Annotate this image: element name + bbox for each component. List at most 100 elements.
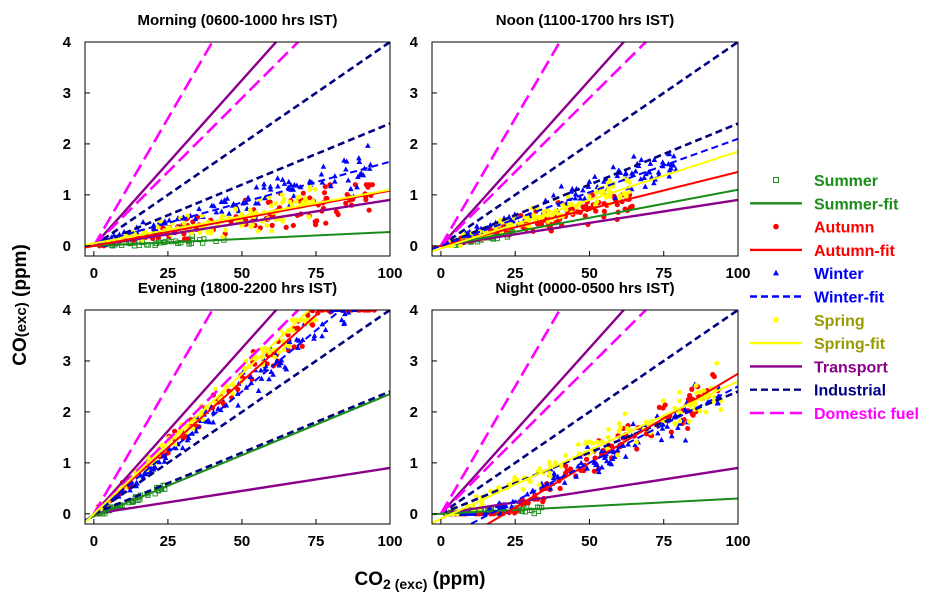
point-spring (595, 439, 601, 445)
point-winter (544, 480, 551, 486)
legend-marker (773, 317, 779, 323)
point-summer (213, 238, 219, 244)
panel-frame (84, 41, 391, 257)
reference-line-industrial (440, 42, 738, 247)
reference-line-industrial (440, 122, 738, 248)
point-winter (603, 458, 610, 464)
x-tick-label: 25 (160, 533, 177, 550)
point-winter (366, 165, 373, 171)
point-autumn (300, 190, 306, 196)
point-winter (328, 183, 334, 189)
legend-label: Industrial (814, 383, 886, 400)
point-winter (586, 178, 593, 184)
point-spring (313, 317, 318, 323)
point-spring (627, 180, 632, 185)
point-spring (676, 389, 682, 395)
plot-area (85, 310, 390, 523)
point-winter (141, 470, 148, 476)
point-autumn (593, 208, 599, 214)
legend-label: Spring (814, 313, 865, 330)
y-tick-label: 3 (410, 85, 418, 102)
point-spring (223, 227, 228, 233)
point-spring (536, 482, 542, 488)
point-autumn (305, 312, 311, 318)
point-winter (668, 433, 675, 439)
y-tick-label: 0 (410, 238, 418, 255)
point-spring (290, 328, 296, 334)
point-winter (632, 441, 638, 448)
legend-item-domestic-fuel: Domestic fuel (750, 406, 919, 423)
reference-line-industrial (440, 310, 738, 515)
point-autumn (685, 396, 692, 403)
y-tick-label: 3 (63, 353, 71, 370)
point-winter (487, 222, 494, 228)
point-spring (306, 214, 312, 220)
point-autumn (367, 310, 373, 313)
point-winter (547, 485, 554, 491)
point-spring (458, 243, 463, 249)
point-winter (218, 208, 225, 214)
point-winter (290, 192, 297, 199)
y-tick-label: 2 (410, 136, 418, 153)
point-spring (616, 421, 622, 426)
point-winter (140, 474, 147, 480)
point-autumn (689, 386, 695, 392)
plot-area (432, 310, 738, 524)
point-winter (161, 458, 168, 464)
point-autumn (662, 402, 668, 408)
reference-line-domestic-fuel (92, 42, 214, 247)
point-autumn (321, 190, 328, 196)
point-autumn (183, 433, 189, 439)
point-winter (255, 387, 262, 393)
panel-frame (431, 41, 739, 257)
y-axis-label: CO(exc) (ppm) (10, 244, 31, 366)
point-autumn (283, 224, 289, 230)
reference-line-transport (440, 310, 626, 515)
point-winter (193, 428, 199, 434)
point-winter (581, 195, 588, 201)
fit-line-winter-fit (85, 160, 390, 247)
point-winter (295, 344, 301, 350)
point-autumn (290, 222, 296, 229)
legend-marker (773, 223, 779, 230)
fit-line-summer-fit (432, 497, 738, 516)
point-autumn (310, 310, 316, 314)
point-autumn (685, 425, 691, 432)
point-winter (179, 444, 186, 451)
point-winter (665, 160, 672, 167)
legend-label: Transport (814, 359, 888, 376)
point-winter (218, 198, 225, 204)
point-spring (694, 390, 699, 396)
panel-frame (431, 309, 739, 525)
point-winter (365, 142, 371, 148)
point-winter (670, 153, 677, 159)
point-spring (598, 190, 604, 196)
point-autumn (172, 428, 178, 434)
point-autumn (322, 184, 328, 190)
point-winter (577, 195, 584, 201)
legend-item-summer-fit: Summer-fit (750, 196, 899, 213)
x-tick-label: 0 (437, 265, 445, 282)
legend-marker (773, 177, 779, 183)
point-winter (320, 163, 327, 169)
point-winter (210, 419, 216, 425)
point-spring (310, 198, 316, 204)
panel-3: Evening (1800-2200 hrs IST) 0 1 2 3 4 0 25 50 75 1… (63, 280, 403, 550)
panel-1: Morning (0600-1000 hrs IST) 0 1 2 3 4 0 25 50 75 1… (63, 12, 403, 282)
point-spring (621, 190, 627, 196)
point-autumn (366, 207, 372, 213)
point-winter (283, 366, 290, 372)
legend-label: Autumn (814, 220, 874, 237)
point-spring (294, 199, 299, 205)
x-tick-label: 100 (725, 265, 750, 282)
legend: Summer Summer-fit Autumn Autumn-fit Winter Wi… (750, 173, 919, 423)
point-winter (659, 425, 666, 431)
point-spring (527, 479, 533, 485)
x-tick-label: 50 (234, 533, 251, 550)
point-spring (197, 230, 203, 235)
point-winter (253, 184, 260, 190)
x-tick-label: 25 (160, 265, 177, 282)
point-spring (547, 459, 552, 465)
point-spring (520, 486, 526, 492)
